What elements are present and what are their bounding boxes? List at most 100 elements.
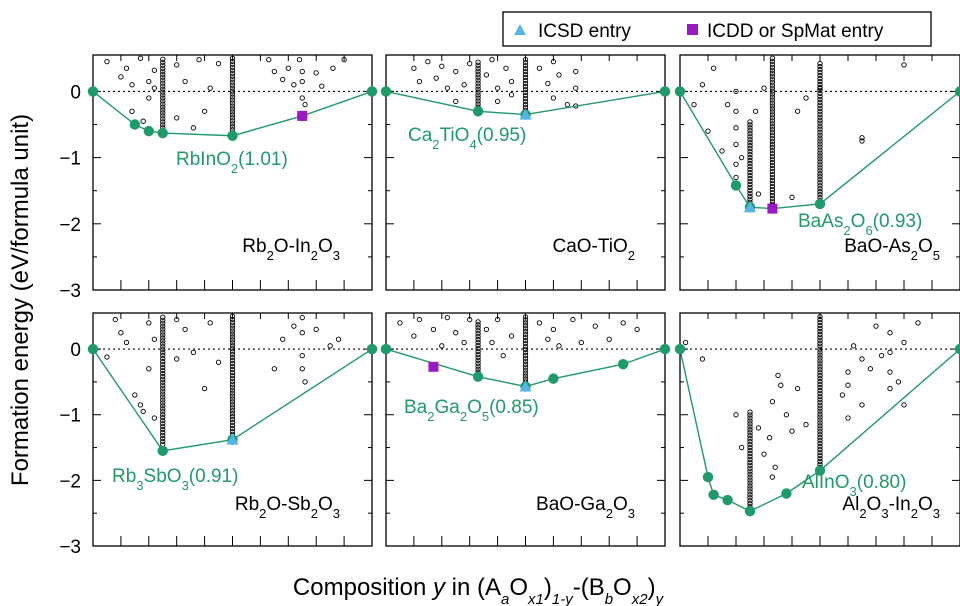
compound-label: Ba2Ga2O5(0.85): [404, 397, 539, 424]
candidate-point: [682, 339, 689, 346]
candidate-point: [769, 118, 776, 124]
candidate-point: [160, 323, 166, 329]
candidate-point: [425, 58, 431, 65]
candidate-point: [747, 441, 753, 448]
candidate-point: [229, 354, 236, 361]
candidate-point: [747, 128, 753, 134]
candidate-point: [229, 360, 236, 367]
candidate-point: [747, 471, 753, 477]
text-run: BaO-Ga: [536, 494, 606, 515]
candidate-point: [747, 175, 753, 182]
candidate-point: [483, 326, 490, 333]
candidate-point: [803, 95, 809, 101]
candidate-point: [433, 75, 439, 81]
candidate-point: [789, 428, 795, 434]
candidate-point: [817, 313, 823, 320]
candidate-point: [522, 80, 529, 87]
candidate-point: [867, 366, 874, 372]
candidate-point: [229, 414, 236, 420]
candidate-point: [817, 111, 823, 117]
candidate-point: [769, 189, 776, 196]
compound-label: Rb3SbO3(0.91): [112, 466, 238, 493]
candidate-point: [556, 343, 562, 349]
candidate-point: [335, 336, 342, 342]
candidate-point: [146, 78, 152, 85]
candidate-point: [416, 316, 423, 323]
candidate-point: [291, 82, 297, 88]
candidate-point: [475, 342, 481, 349]
candidate-point: [817, 180, 823, 186]
candidate-point: [845, 415, 851, 421]
candidate-point: [769, 180, 776, 187]
candidate-point: [817, 387, 823, 394]
candidate-point: [229, 422, 236, 429]
candidate-point: [817, 81, 823, 88]
candidate-point: [229, 387, 236, 393]
text-run: CaO-TiO: [552, 236, 627, 257]
candidate-point: [229, 85, 236, 91]
candidate-point: [522, 343, 529, 350]
candidate-point: [112, 316, 118, 323]
candidate-point: [229, 331, 236, 337]
legend-icsd-label: ICSD entry: [538, 21, 631, 42]
candidate-point: [190, 125, 197, 131]
candidate-point: [769, 186, 776, 193]
candidate-point: [803, 421, 809, 428]
candidate-point: [817, 435, 823, 441]
candidate-point: [196, 56, 202, 63]
candidate-point: [817, 349, 823, 355]
candidate-point: [817, 171, 823, 177]
y-tick-label: −3: [59, 281, 81, 302]
candidate-point: [280, 76, 286, 83]
candidate-point: [160, 353, 166, 359]
candidate-point: [817, 147, 823, 153]
candidate-point: [229, 343, 236, 349]
subscript: 6: [865, 223, 872, 238]
candidate-point: [769, 133, 776, 139]
text-run: (1.01): [238, 149, 288, 170]
candidate-point: [769, 100, 776, 106]
legend-icdd-marker: [687, 24, 698, 35]
candidate-point: [160, 379, 166, 385]
candidate-point: [733, 412, 739, 418]
candidate-point: [475, 71, 481, 77]
candidate-point: [341, 56, 347, 63]
candidate-point: [769, 91, 776, 97]
hull-line: [679, 90, 960, 210]
hull-point: [708, 489, 719, 501]
text-run: (0.80): [857, 472, 907, 493]
candidate-point: [817, 408, 823, 414]
text-run: Rb: [112, 466, 136, 487]
candidate-point: [160, 350, 166, 356]
subscript: 5: [933, 248, 940, 263]
candidate-point: [752, 108, 759, 114]
candidate-point: [747, 148, 753, 155]
candidate-point: [817, 358, 823, 364]
candidate-point: [769, 162, 776, 169]
candidate-point: [747, 146, 753, 152]
candidate-point: [747, 483, 753, 489]
text-run: Ba: [404, 397, 428, 418]
candidate-point: [817, 150, 823, 156]
candidate-point: [817, 417, 823, 423]
candidate-point: [140, 118, 146, 124]
candidate-point: [160, 89, 166, 95]
hull-point: [781, 488, 792, 499]
compound-label: Ca2TiO4(0.95): [408, 125, 526, 152]
candidate-point: [817, 414, 823, 420]
candidate-point: [747, 154, 753, 161]
candidate-point: [817, 159, 823, 165]
hull-point: [366, 86, 378, 97]
candidate-point: [817, 402, 823, 408]
candidate-point: [747, 421, 753, 427]
candidate-point: [859, 402, 865, 408]
candidate-point: [522, 95, 529, 102]
subscript: 2: [311, 506, 318, 521]
candidate-point: [769, 156, 776, 163]
candidate-point: [160, 335, 166, 341]
subscript: 2: [859, 506, 866, 521]
candidate-point: [817, 331, 823, 337]
candidate-point: [738, 444, 745, 451]
